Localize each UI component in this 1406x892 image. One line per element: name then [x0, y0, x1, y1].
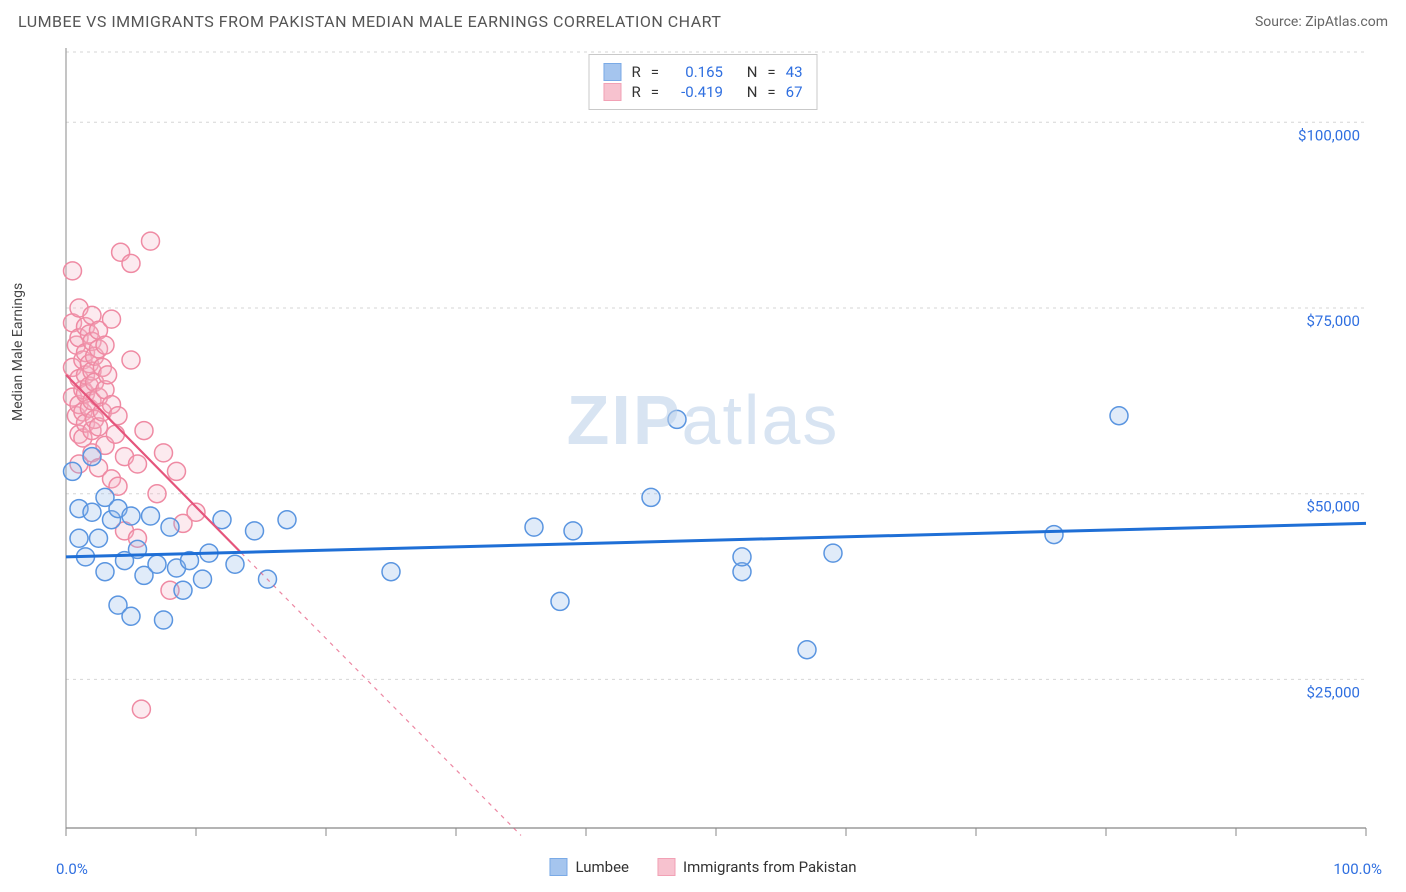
chart-title: LUMBEE VS IMMIGRANTS FROM PAKISTAN MEDIA…	[18, 12, 721, 31]
y-axis-label: Median Male Earnings	[10, 283, 26, 421]
swatch-pakistan-legend	[657, 858, 675, 876]
swatch-pakistan	[603, 83, 621, 101]
svg-text:$100,000: $100,000	[1298, 126, 1360, 144]
source-label: Source: ZipAtlas.com	[1255, 14, 1388, 30]
stat-row-lumbee: R = 0.165 N = 43	[603, 63, 802, 81]
correlation-chart: $25,000 $50,000 $75,000 $100,000	[18, 48, 1378, 856]
legend-item-lumbee: Lumbee	[549, 858, 629, 876]
legend: Lumbee Immigrants from Pakistan	[549, 858, 856, 876]
swatch-lumbee-legend	[549, 858, 567, 876]
correlation-stats-box: R = 0.165 N = 43 R = -0.419 N = 67	[588, 54, 817, 110]
stat-row-pakistan: R = -0.419 N = 67	[603, 83, 802, 101]
x-axis-max-label: 100.0%	[1333, 860, 1382, 878]
legend-item-pakistan: Immigrants from Pakistan	[657, 858, 857, 876]
x-axis-min-label: 0.0%	[56, 860, 88, 878]
svg-text:$25,000: $25,000	[1306, 683, 1360, 701]
source-link[interactable]: ZipAtlas.com	[1305, 14, 1388, 30]
svg-text:$75,000: $75,000	[1306, 312, 1360, 330]
svg-text:$50,000: $50,000	[1306, 498, 1360, 516]
swatch-lumbee	[603, 63, 621, 81]
